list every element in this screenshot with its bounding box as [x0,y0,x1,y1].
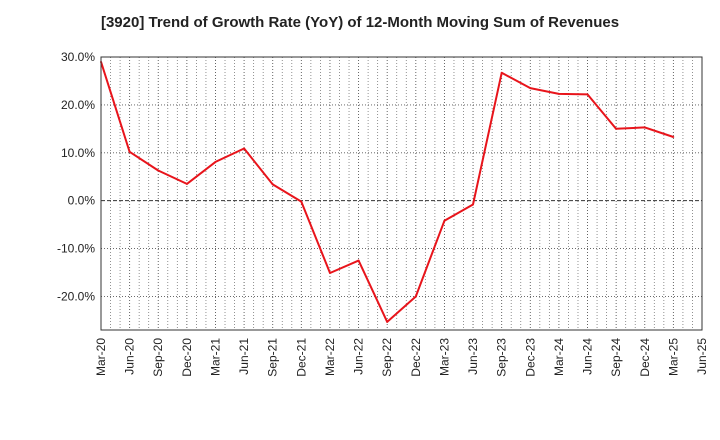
x-tick-label: Mar-24 [552,338,566,376]
y-tick-label: 0.0% [68,194,96,208]
data-point [672,136,675,138]
x-tick-label: Mar-23 [437,338,451,376]
data-point [243,147,245,150]
x-tick-label: Sep-22 [380,338,394,377]
x-tick-label: Mar-25 [666,338,680,376]
grid-layer [101,56,702,330]
data-point [472,203,474,206]
data-point [214,160,217,163]
x-tick-label: Mar-20 [94,338,108,376]
data-point [157,169,160,172]
data-point [128,150,131,153]
x-tick-label: Sep-24 [609,338,623,377]
data-point [529,87,532,90]
x-tick-label: Dec-20 [180,338,194,377]
x-tick-label: Dec-21 [294,338,308,377]
x-tick-label: Sep-23 [495,338,509,377]
data-point [386,320,389,323]
x-tick-label: Mar-22 [323,338,337,376]
data-point [185,183,188,185]
y-tick-label: -20.0% [57,289,95,303]
data-point [500,71,503,74]
data-point [586,93,589,96]
label-layer: 30.0% 20.0% 10.0% 0.0% -10.0% -20.0% Mar-20 Jun… [57,50,709,377]
plot-frame [100,56,703,331]
data-point [443,219,446,222]
data-point [643,126,646,129]
x-tick-label: Mar-21 [208,338,222,376]
series-layer [100,60,675,323]
data-point [558,92,560,95]
data-point [615,127,618,130]
x-tick-label: Sep-21 [266,338,280,377]
y-tick-label: 10.0% [61,146,95,160]
x-tick-label: Dec-24 [638,338,652,377]
chart-title: [3920] Trend of Growth Rate (YoY) of 12-… [100,14,620,31]
x-tick-label: Jun-23 [466,338,480,375]
y-tick-label: 20.0% [61,98,95,112]
x-tick-label: Dec-23 [523,338,537,377]
data-point [329,272,331,274]
data-point [414,295,417,298]
data-point [300,200,303,203]
data-point [357,259,360,262]
x-tick-label: Jun-20 [123,338,137,375]
data-point [271,183,274,186]
x-tick-label: Jun-24 [581,338,595,375]
y-tick-label: -10.0% [57,242,95,256]
x-tick-label: Jun-22 [352,338,366,375]
x-tick-label: Jun-21 [237,338,251,375]
x-tick-label: Dec-22 [409,338,423,377]
x-tick-label: Jun-25 [695,338,709,375]
x-tick-label: Sep-20 [151,338,165,377]
y-tick-label: 30.0% [61,50,95,64]
